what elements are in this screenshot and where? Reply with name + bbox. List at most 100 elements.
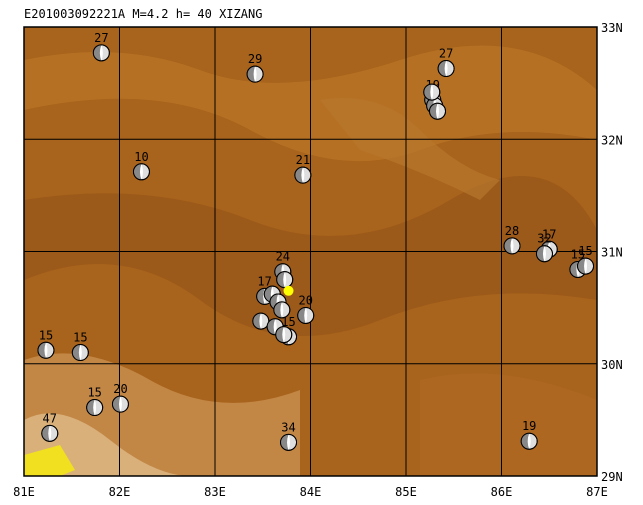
beachball-quadrant (93, 44, 102, 61)
beachball-outline (132, 163, 150, 181)
beachball-quadrant (133, 163, 142, 180)
lat-label: 33N (601, 21, 623, 35)
beachball-quadrant (431, 84, 440, 101)
beachball-outline (273, 301, 291, 319)
depth-label: 21 (296, 153, 310, 167)
focal-mechanism (37, 341, 55, 359)
depth-label: 28 (505, 224, 519, 238)
beachball-quadrant (423, 84, 432, 101)
focal-mechanism (41, 424, 59, 442)
beachball-quadrant (247, 66, 256, 83)
depth-label: 17 (542, 227, 556, 241)
beachball-outline (423, 83, 441, 101)
focal-mechanism (280, 433, 298, 451)
focal-mechanism (71, 344, 89, 362)
depth-label: 15 (39, 328, 53, 342)
beachball-outline (111, 395, 129, 413)
beachball-quadrant (429, 103, 438, 120)
beachball-quadrant (544, 245, 553, 262)
lon-label: 86E (491, 485, 513, 499)
beachball-quadrant (504, 237, 513, 254)
beachball-quadrant (141, 163, 150, 180)
beachball-quadrant (521, 433, 530, 450)
map-title: E201003092221A M=4.2 h= 40 XIZANG (24, 7, 262, 21)
epicenter (283, 285, 294, 296)
beachball-quadrant (80, 344, 89, 361)
beachball-quadrant (281, 301, 290, 318)
beachball-quadrant (276, 271, 285, 288)
lat-label: 31N (601, 246, 623, 260)
beachball-quadrant (264, 286, 273, 303)
beachball-quadrant (86, 399, 95, 416)
focal-mechanism (111, 395, 129, 413)
focal-mechanism (86, 399, 104, 417)
beachball-quadrant (294, 167, 303, 184)
depth-label: 15 (73, 331, 87, 345)
focal-mechanism (132, 163, 150, 181)
depth-label: 20 (298, 293, 312, 307)
beachball-quadrant (101, 44, 110, 61)
focal-mechanism (577, 257, 595, 275)
beachball-quadrant (112, 396, 121, 413)
beachball-quadrant (72, 344, 81, 361)
focal-mechanism (503, 237, 521, 255)
beachball-quadrant (120, 396, 129, 413)
focal-mechanism (252, 312, 270, 330)
beachball-outline (92, 44, 110, 62)
beachball-quadrant (37, 342, 46, 359)
focal-mechanism (520, 432, 538, 450)
focal-mechanism (294, 166, 312, 184)
depth-label: 27 (94, 31, 108, 45)
beachball-quadrant (288, 434, 297, 451)
beachball-outline (41, 424, 59, 442)
depth-label: 15 (571, 247, 585, 261)
focal-mechanism (535, 245, 553, 263)
beachball-quadrant (49, 425, 58, 442)
depth-label: 15 (87, 386, 101, 400)
beachball-outline (520, 432, 538, 450)
beachball-outline (246, 65, 264, 83)
depth-label: 20 (113, 382, 127, 396)
focal-mechanism (437, 60, 455, 78)
beachball-outline (429, 102, 447, 120)
focal-mechanism (275, 326, 293, 344)
beachball-quadrant (252, 313, 261, 330)
lat-label: 32N (601, 133, 623, 147)
beachball-quadrant (41, 425, 50, 442)
beachball-quadrant (446, 60, 455, 77)
depth-label: 34 (281, 420, 295, 434)
beachball-outline (503, 237, 521, 255)
beachball-quadrant (280, 434, 289, 451)
depth-label: 15 (578, 244, 592, 258)
lon-label: 81E (13, 485, 35, 499)
depth-label: 27 (439, 47, 453, 61)
depth-label: 19 (522, 419, 536, 433)
lon-label: 87E (586, 485, 608, 499)
lat-label: 29N (601, 470, 623, 484)
beachball-quadrant (273, 301, 282, 318)
depth-label: 24 (276, 250, 290, 264)
lon-label: 85E (395, 485, 417, 499)
beachball-quadrant (256, 288, 265, 305)
beachball-quadrant (255, 66, 264, 83)
beachball-quadrant (302, 167, 311, 184)
lon-label: 82E (109, 485, 131, 499)
beachball-quadrant (45, 342, 54, 359)
beachball-outline (275, 326, 293, 344)
beachball-quadrant (94, 399, 103, 416)
beachball-quadrant (529, 433, 538, 450)
beachball-quadrant (275, 326, 284, 343)
beachball-outline (280, 433, 298, 451)
beachball-outline (86, 399, 104, 417)
depth-label: 47 (43, 411, 57, 425)
depth-label: 32 (537, 232, 551, 246)
lat-label: 30N (601, 358, 623, 372)
beachball-quadrant (437, 103, 446, 120)
beachball-outline (37, 341, 55, 359)
depth-label: 29 (248, 52, 262, 66)
focal-mechanism (276, 271, 294, 289)
beachball-quadrant (267, 318, 276, 335)
beachball-outline (535, 245, 553, 263)
beachball-quadrant (297, 307, 306, 324)
